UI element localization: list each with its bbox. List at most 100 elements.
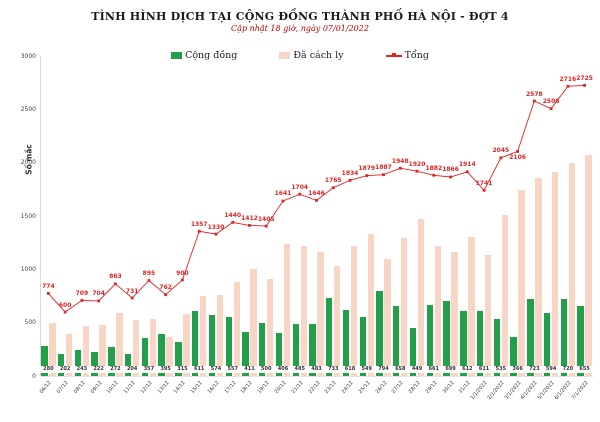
community-bar [225,316,232,376]
community-swatch-icon [171,52,183,59]
total-value-label: 731 [125,287,139,295]
community-value-label: 699 [442,366,459,373]
community-value-label: 411 [241,366,258,373]
total-marker [465,170,469,174]
total-value-label: 1765 [324,177,342,185]
community-value-label: 315 [174,366,191,373]
total-marker [315,199,318,202]
total-value-label: 2716 [559,75,577,83]
total-value-label: 2725 [576,74,593,82]
isolated-bar [434,245,441,376]
total-marker [365,174,369,177]
legend-label-isolated: Đã cách ly [293,50,344,61]
total-value-label: 1646 [308,189,325,197]
total-value-label: 1887 [375,164,392,172]
total-marker [331,186,335,190]
community-bar [259,322,266,376]
community-bar [476,310,484,376]
total-marker [63,310,67,314]
community-bar [426,305,433,376]
plot-area: 0 500 1000 1500 2000 2500 3000 280 06/12 774 202 07… [20,53,593,401]
isolated-bar [250,269,257,376]
y-axis-tick: 1500 [20,212,36,220]
community-value-label: 357 [140,366,157,373]
isolated-bar [384,259,391,376]
total-marker [482,188,486,192]
community-value-label: 611 [191,366,208,373]
total-marker [549,107,553,111]
community-value-label: 612 [459,366,476,373]
legend: Cộng đồng Đã cách ly Tổng [0,50,600,61]
community-bar [91,352,98,376]
legend-label-community: Cộng đồng [185,50,238,61]
isolated-bar [367,234,374,376]
community-value-label: 406 [274,366,291,373]
community-bar [242,332,249,376]
community-bar [175,342,182,376]
legend-item-total: Tổng [385,50,429,61]
isolated-bar [49,323,56,376]
community-bar [292,324,299,376]
community-value-label: 557 [224,366,241,373]
total-marker [164,293,168,297]
total-value-label: 1741 [475,179,493,187]
isolated-bar [183,313,190,376]
total-marker [281,199,285,203]
isolated-bar [501,214,509,376]
y-axis-tick: 500 [24,319,36,327]
total-marker [248,224,251,227]
community-value-label: 485 [291,366,308,373]
total-value-label: 2578 [525,90,543,98]
isolated-bar [267,279,274,376]
community-bar [493,318,501,376]
x-axis-line [40,376,593,377]
community-value-label: 395 [157,366,174,373]
community-bar [108,346,115,376]
community-value-label: 661 [425,366,442,373]
community-bar [41,346,48,376]
isolated-bar [401,238,408,376]
isolated-bar [149,318,157,376]
chart-subtitle: Cập nhật 18 giờ, ngày 07/01/2022 [231,24,369,33]
community-bar [74,350,82,376]
isolated-bar [317,251,324,376]
community-bar [141,337,149,376]
community-value-label: 449 [409,366,426,373]
isolated-bar [132,319,140,376]
community-value-label: 618 [342,366,358,373]
y-axis-tick: 0 [32,372,36,380]
total-marker [516,150,519,153]
total-marker [214,232,218,236]
total-value-label: 900 [176,269,189,277]
legend-item-isolated: Đã cách ly [279,50,344,61]
total-value-label: 1641 [274,190,292,198]
community-bar [57,354,65,376]
community-value-label: 500 [258,366,275,373]
community-bar [124,354,132,376]
isolated-bar [518,190,525,376]
community-bar [359,317,366,376]
y-axis-tick: 1000 [20,265,36,273]
total-value-label: 600 [58,301,72,309]
community-bar [460,310,467,376]
total-value-label: 2106 [509,154,526,162]
community-bar [510,336,517,376]
community-value-label: 655 [576,366,593,373]
community-bar [443,301,450,376]
community-value-label: 483 [308,366,325,373]
community-bar [191,310,199,376]
isolated-bar [451,251,458,376]
community-value-label: 204 [124,366,141,373]
total-marker [382,173,385,177]
isolated-bar [65,333,73,376]
community-bar [208,314,216,376]
community-bar [309,324,316,376]
community-bar [527,298,534,376]
chart-title: TÌNH HÌNH DỊCH TẠI CỘNG ĐỒNG THÀNH PHỐ H… [91,10,509,23]
total-value-label: 1405 [257,215,275,223]
isolated-bar [417,219,425,376]
total-marker [566,84,570,88]
isolated-bar [484,255,492,376]
total-value-label: 774 [42,282,55,290]
isolated-bar [300,245,307,376]
